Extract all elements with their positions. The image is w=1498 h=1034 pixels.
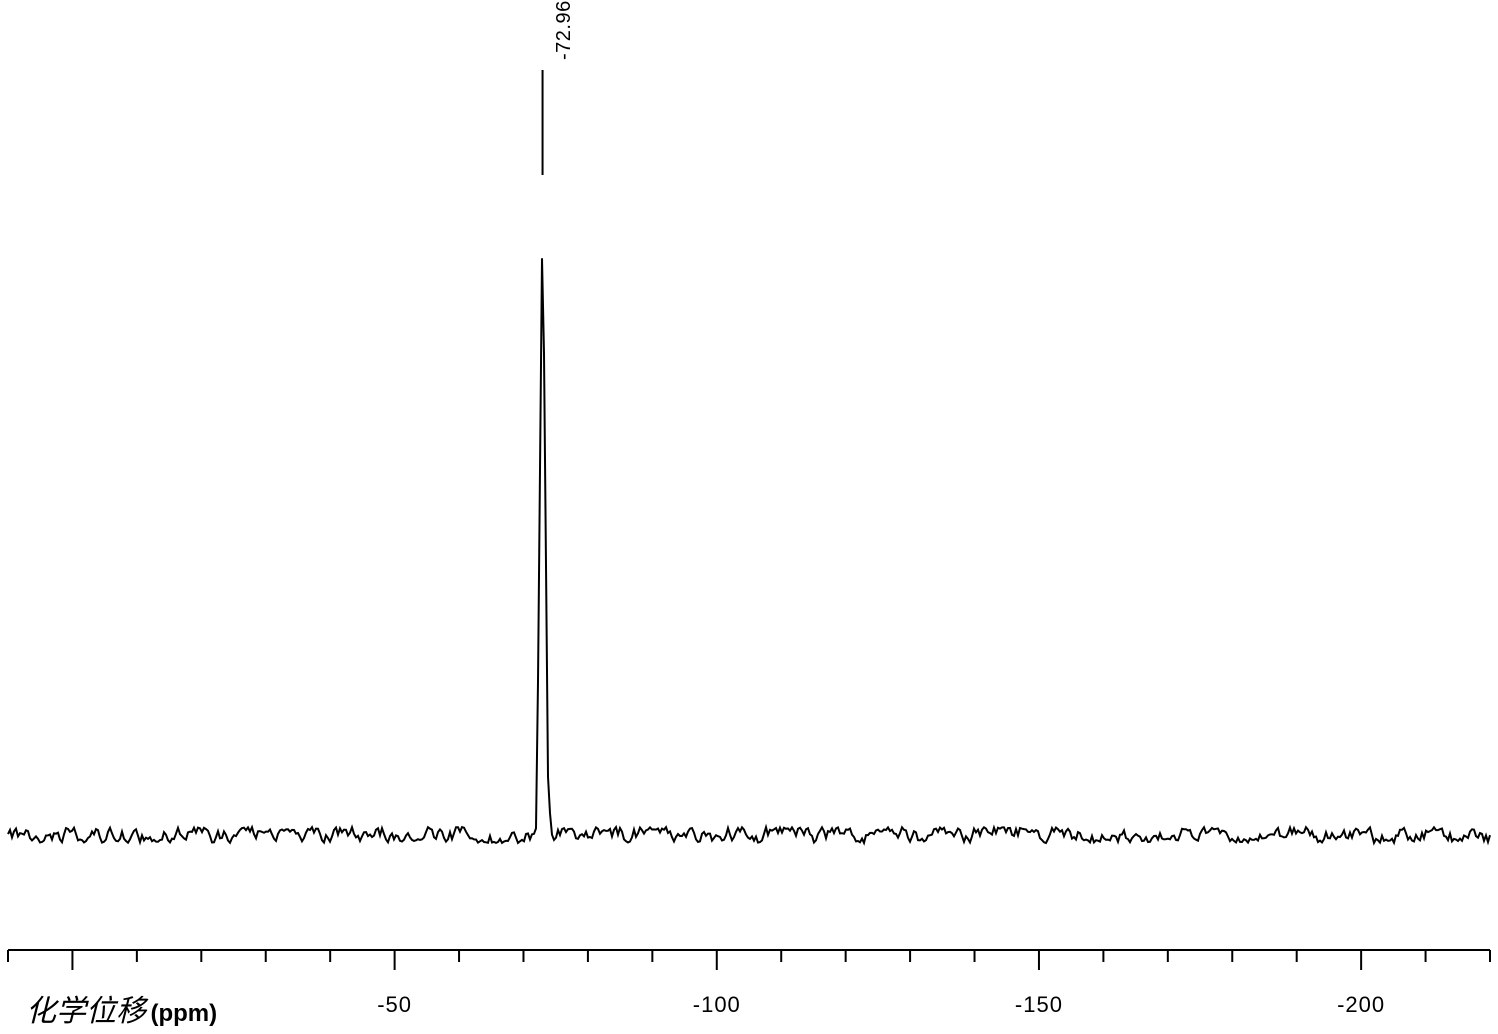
x-axis-title-unit: (ppm) (150, 1000, 217, 1027)
x-tick-label: -200 (1337, 992, 1385, 1018)
x-tick-label: -50 (377, 992, 412, 1018)
x-axis-title-cn: 化学位移 (26, 995, 146, 1028)
x-axis-title: 化学位移 (ppm) (26, 986, 217, 1030)
peak-label: -72.960 (553, 0, 576, 60)
spectrum-svg (0, 0, 1498, 1034)
nmr-spectrum-chart: -72.960 -50 -100 -150 -200 化学位移 (ppm) (0, 0, 1498, 1034)
x-tick-label: -100 (693, 992, 741, 1018)
x-tick-label: -150 (1015, 992, 1063, 1018)
spectrum-trace (8, 258, 1490, 843)
